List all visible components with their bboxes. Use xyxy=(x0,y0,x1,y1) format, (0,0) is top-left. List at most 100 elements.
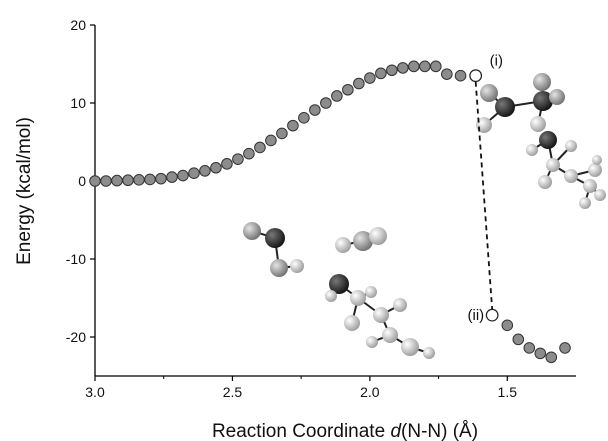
y-axis-title: Energy (kcal/mol) xyxy=(14,117,35,265)
x-axis-title-suffix: (N-N) (Å) xyxy=(401,421,478,441)
y-tick-label: 10 xyxy=(70,95,86,111)
atom xyxy=(538,175,552,189)
data-point xyxy=(397,62,409,74)
atom xyxy=(353,231,373,251)
atom xyxy=(565,140,577,152)
axes: 20 10 0 -10 -20 3.0 2.5 2.0 1.5 xyxy=(66,17,576,400)
point-annotations: (i) (ii) xyxy=(468,53,503,324)
x-tick-label: 2.0 xyxy=(360,384,380,400)
x-axis-title-prefix: Reaction Coordinate xyxy=(212,421,391,441)
atom xyxy=(480,84,498,102)
data-point xyxy=(100,175,112,187)
dashed-connector xyxy=(474,81,494,310)
atom xyxy=(350,290,366,306)
data-point xyxy=(419,60,431,73)
atom xyxy=(526,144,538,156)
reactant-molecule-chain xyxy=(325,274,435,359)
atom xyxy=(243,222,261,240)
data-point xyxy=(199,165,211,177)
atom xyxy=(329,274,349,294)
data-point xyxy=(243,147,255,160)
data-point xyxy=(221,158,233,170)
open-point xyxy=(469,69,483,83)
data-point xyxy=(559,342,571,354)
y-tick-label: -10 xyxy=(66,251,86,267)
atom xyxy=(344,315,360,331)
atom xyxy=(583,179,597,193)
x-axis-title-var: d xyxy=(390,421,402,441)
data-point xyxy=(265,134,277,147)
data-point xyxy=(342,83,354,96)
data-point xyxy=(309,104,321,116)
data-point xyxy=(454,69,467,82)
atom xyxy=(579,197,591,209)
data-point xyxy=(144,173,156,186)
data-point xyxy=(232,153,244,165)
x-tick-label: 3.0 xyxy=(85,384,105,400)
atom xyxy=(365,286,377,298)
atom xyxy=(546,158,560,172)
data-point xyxy=(276,127,288,140)
data-point xyxy=(534,347,547,360)
data-point xyxy=(501,319,514,332)
open-point xyxy=(485,308,499,322)
atom xyxy=(382,327,398,343)
data-point xyxy=(386,64,398,77)
x-tick-label: 2.5 xyxy=(223,384,243,400)
atom xyxy=(549,89,565,105)
data-point xyxy=(441,68,453,80)
product-molecule-top xyxy=(476,73,565,133)
data-point xyxy=(287,119,299,132)
y-tick-label: -20 xyxy=(66,329,86,345)
y-tick-label: 20 xyxy=(70,17,86,33)
data-point xyxy=(375,67,387,80)
annotation-label-i: (i) xyxy=(490,53,503,70)
atom xyxy=(290,259,304,273)
data-point xyxy=(512,333,525,346)
atom xyxy=(533,91,553,111)
atom xyxy=(401,338,419,356)
data-point xyxy=(133,174,145,186)
annotation-label-ii: (ii) xyxy=(468,307,485,324)
atom xyxy=(539,131,557,149)
atom xyxy=(530,116,546,132)
atom xyxy=(594,189,606,201)
reactant-molecule-left xyxy=(243,222,304,277)
atom xyxy=(592,155,602,165)
data-point xyxy=(188,167,200,179)
atom xyxy=(564,169,578,183)
data-point xyxy=(210,161,222,174)
data-point xyxy=(111,174,123,187)
atom xyxy=(533,73,551,91)
molecule-illustrations xyxy=(243,73,606,359)
reactant-molecule-middle xyxy=(335,227,387,253)
data-point xyxy=(430,60,442,73)
data-point xyxy=(254,141,266,154)
atom xyxy=(366,336,378,348)
y-tick-label: 0 xyxy=(78,173,86,189)
data-point xyxy=(523,342,536,354)
data-point xyxy=(353,77,365,90)
data-point xyxy=(331,90,343,102)
data-point xyxy=(320,97,332,109)
atom xyxy=(270,259,288,277)
data-point xyxy=(364,72,376,84)
x-tick-label: 1.5 xyxy=(498,384,518,400)
data-point xyxy=(166,171,178,183)
data-point xyxy=(298,112,310,124)
atom xyxy=(423,347,435,359)
atom xyxy=(393,298,407,312)
dashed-connector-line xyxy=(474,81,494,310)
atom xyxy=(335,237,351,253)
atom xyxy=(495,97,515,117)
data-point xyxy=(177,169,189,182)
atom xyxy=(325,290,337,302)
atom xyxy=(588,163,602,177)
data-points xyxy=(89,60,571,364)
data-point xyxy=(155,172,167,185)
data-point xyxy=(89,175,101,187)
atom xyxy=(265,228,285,248)
atom xyxy=(369,227,387,245)
product-molecule-right xyxy=(526,131,606,209)
